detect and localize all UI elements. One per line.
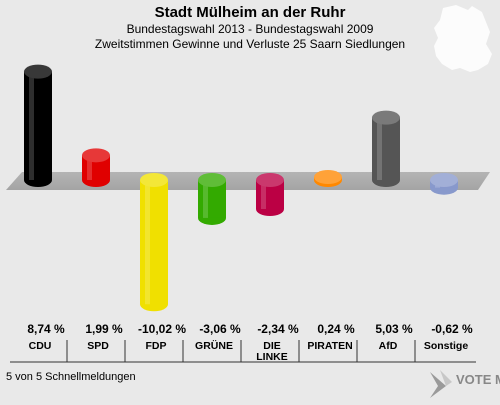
bar-highlight [203,180,208,218]
logo-text: VOTE MANAGER [456,372,500,387]
value-label: 8,74 % [27,322,65,336]
bar-grüne [198,173,226,225]
category-label: DIE LINKE [256,340,288,363]
bar-body [140,180,168,305]
zero-floor-band [6,172,490,190]
bar-top [430,173,458,187]
bars-layer [24,64,458,312]
bar-spd [82,148,110,187]
bar-sonstige [430,173,458,195]
bar-highlight [145,180,150,305]
value-label: -0,62 % [431,322,473,336]
bar-top [256,173,284,187]
bar-cdu [24,64,52,187]
value-label: -2,34 % [257,322,299,336]
value-label: 5,03 % [375,322,413,336]
value-label: -3,06 % [199,322,241,336]
category-label: AfD [379,340,398,352]
bar-highlight [87,155,92,180]
bar-die-linke [256,173,284,217]
category-label: Sonstige [424,340,468,352]
category-label: SPD [87,340,109,352]
value-label: 1,99 % [85,322,123,336]
status-text: 5 von 5 Schnellmeldungen [6,371,136,383]
bar-top [82,148,110,163]
value-label: -10,02 % [138,322,186,336]
bar-top [372,110,400,125]
bar-body [372,117,400,180]
chart-title: Stadt Mülheim an der Ruhr [155,4,346,21]
germany-map-icon [434,5,492,72]
bar-body [24,71,52,180]
bar-highlight [377,117,382,180]
vote-manager-logo: VOTE MANAGER [430,370,500,398]
category-labels-layer: CDU SPD FDP GRÜNE DIE LINKE PIRATEN AfD Sonstige [29,339,469,363]
bar-fdp [140,173,168,312]
bar-top [24,64,52,79]
chart-subtitle-1: Bundestagswahl 2013 - Bundestagswahl 200… [127,22,374,36]
bar-top [314,170,342,185]
bar-top [198,173,226,187]
bar-highlight [261,180,266,210]
bar-top [140,173,168,187]
bar-piraten [314,170,342,187]
category-label: FDP [146,340,167,352]
bar-highlight [29,71,34,180]
category-label: PIRATEN [307,340,352,352]
value-label: 0,24 % [317,322,355,336]
category-label: CDU [29,340,52,352]
chart-subtitle-2: Zweitstimmen Gewinne und Verluste 25 Saa… [95,37,405,51]
bar-afd [372,110,400,187]
category-label: GRÜNE [195,339,233,352]
value-labels-layer: 8,74 % 1,99 % -10,02 % -3,06 % -2,34 % 0,24 %… [27,322,473,336]
